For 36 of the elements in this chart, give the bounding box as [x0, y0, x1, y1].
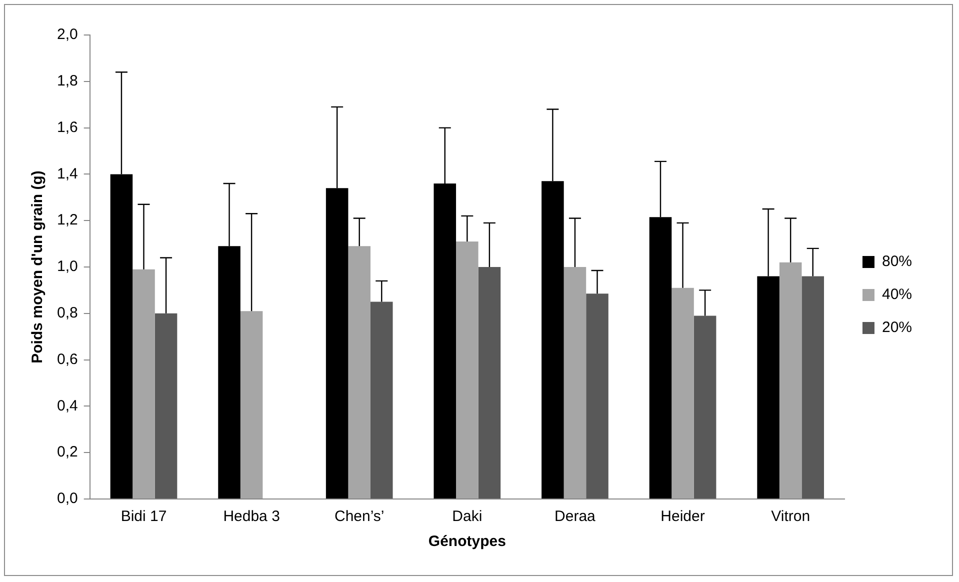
x-tick-label: Vitron: [771, 508, 810, 526]
x-tick-label: Deraa: [554, 508, 596, 526]
legend-label: 40%: [882, 286, 912, 304]
x-tick-label: Hedba 3: [223, 508, 280, 526]
bar: [802, 276, 824, 498]
y-tick-label: 0,0: [56, 490, 78, 508]
bar: [672, 288, 694, 498]
bar: [154, 313, 178, 498]
bar: [586, 294, 608, 498]
y-tick-label: 1,0: [56, 258, 78, 276]
bar: [240, 311, 263, 498]
y-tick-label: 0,2: [56, 444, 78, 461]
y-tick-label: 1,4: [56, 165, 78, 182]
y-axis-title: Poids moyen d'un grain (g): [29, 170, 46, 364]
bar: [478, 267, 501, 498]
x-tick-label: Chen’s’: [334, 508, 384, 526]
bar: [456, 241, 478, 498]
bar: [779, 262, 802, 498]
x-axis-title: Génotypes: [428, 533, 506, 550]
legend-label: 20%: [882, 319, 912, 336]
bar: [370, 302, 393, 498]
x-tick-label: Heider: [660, 508, 705, 526]
legend-label: 80%: [882, 253, 912, 270]
bar: [132, 269, 155, 498]
x-tick-label: Daki: [452, 508, 482, 526]
x-tick-label: Bidi 17: [120, 508, 167, 526]
y-tick-label: 2,0: [56, 26, 78, 44]
bar: [694, 316, 716, 498]
y-tick-label: 1,2: [56, 212, 78, 229]
y-tick-label: 0,8: [56, 304, 78, 322]
y-tick-label: 0,4: [56, 397, 78, 414]
y-tick-label: 0,6: [56, 350, 78, 368]
bar: [348, 246, 370, 498]
y-tick-label: 1,6: [56, 118, 78, 136]
y-tick-label: 1,8: [56, 72, 78, 90]
bar: [564, 267, 586, 498]
